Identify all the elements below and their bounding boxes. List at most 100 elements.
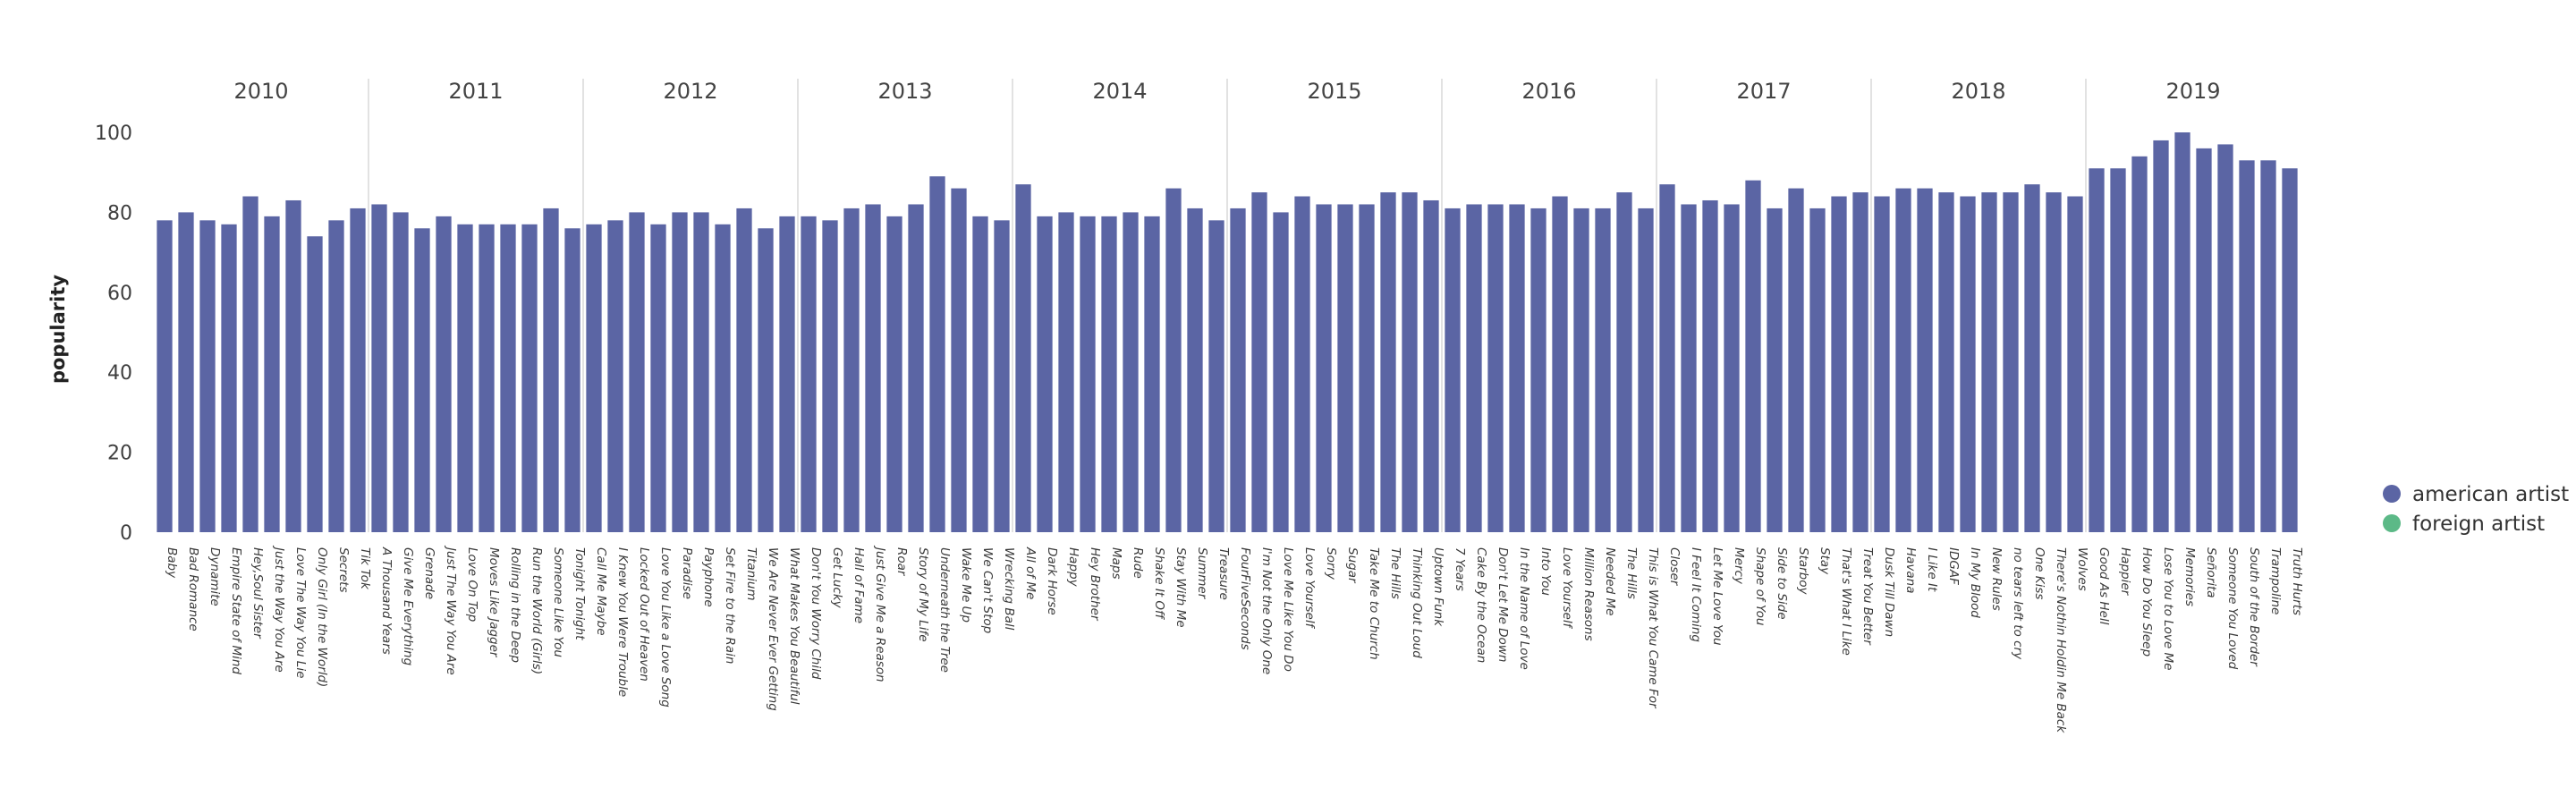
x-tick-label: Havana bbox=[1903, 547, 1918, 594]
bar bbox=[1745, 180, 1761, 532]
x-tick-label: Treasure bbox=[1216, 547, 1231, 600]
x-tick-label: We Are Never Ever Getting bbox=[766, 547, 780, 711]
bar bbox=[908, 204, 924, 532]
bar bbox=[221, 224, 237, 532]
year-label: 2011 bbox=[448, 79, 503, 104]
bar bbox=[672, 212, 688, 532]
bar bbox=[1487, 204, 1504, 532]
bar bbox=[1015, 184, 1031, 533]
x-tick-label: Trampoline bbox=[2268, 547, 2283, 614]
bar bbox=[1767, 208, 1783, 532]
bar bbox=[1144, 216, 1160, 532]
x-tick-label: Love Yourself bbox=[1302, 547, 1317, 630]
bar bbox=[393, 212, 409, 532]
x-tick-label: Stay bbox=[1818, 547, 1832, 575]
x-tick-label: Underneath the Tree bbox=[937, 547, 952, 673]
x-tick-label: In My Blood bbox=[1968, 547, 1982, 618]
bar bbox=[479, 224, 495, 532]
bar bbox=[1509, 204, 1525, 532]
bar bbox=[1895, 188, 1911, 532]
x-tick-label: Love The Way You Lie bbox=[293, 547, 308, 678]
bar bbox=[1552, 196, 1568, 532]
x-tick-label: Happier bbox=[2118, 547, 2132, 597]
x-tick-label: Secrets bbox=[336, 547, 351, 592]
x-tick-label: A Thousand Years bbox=[379, 547, 394, 655]
x-axis-labels: Baby Bad Romance Dynamite Empire State of M… bbox=[165, 545, 2304, 733]
bar bbox=[543, 208, 559, 532]
x-tick-label: Paradise bbox=[680, 547, 694, 599]
x-tick-label: Payphone bbox=[701, 547, 716, 607]
x-tick-label: Locked Out of Heaven bbox=[637, 547, 651, 682]
y-tick-label: 100 bbox=[95, 123, 132, 145]
x-tick-label: Only Girl (In the World) bbox=[315, 547, 329, 687]
bar bbox=[951, 188, 967, 532]
x-tick-label: Wake Me Up bbox=[959, 547, 973, 623]
bar bbox=[1316, 204, 1332, 532]
bar bbox=[779, 216, 795, 532]
x-tick-label: Maps bbox=[1109, 547, 1123, 580]
x-tick-label: Love You Like a Love Song bbox=[658, 547, 673, 708]
x-tick-label: Shape of You bbox=[1753, 547, 1767, 625]
year-label: 2015 bbox=[1307, 79, 1361, 104]
year-label: 2016 bbox=[1521, 79, 1576, 104]
bar bbox=[1402, 192, 1418, 533]
bar bbox=[1809, 208, 1826, 532]
bar bbox=[242, 196, 258, 532]
bar bbox=[736, 208, 752, 532]
bar bbox=[1616, 192, 1632, 533]
x-tick-label: Side to Side bbox=[1775, 547, 1789, 620]
x-tick-label: Run the World (Girls) bbox=[530, 547, 544, 674]
bar bbox=[1917, 188, 1933, 532]
x-tick-label: Señorita bbox=[2204, 547, 2218, 598]
bar bbox=[1681, 204, 1697, 532]
bar bbox=[1831, 196, 1847, 532]
bar bbox=[1659, 184, 1675, 533]
x-tick-label: This is What You Came For bbox=[1646, 547, 1660, 709]
bar bbox=[264, 216, 280, 532]
bar bbox=[2174, 132, 2190, 532]
y-axis-title: popularity bbox=[47, 275, 69, 384]
x-tick-label: Sorry bbox=[1324, 547, 1338, 580]
x-tick-label: Lose You to Love Me bbox=[2161, 547, 2175, 670]
bar bbox=[2003, 192, 2019, 533]
bar bbox=[1273, 212, 1289, 532]
x-tick-label: There's Nothin Holdin Me Back bbox=[2054, 547, 2068, 733]
x-tick-label: I'm Not the Only One bbox=[1259, 547, 1274, 674]
bar bbox=[414, 228, 430, 532]
x-tick-label: Tonight Tonight bbox=[572, 547, 587, 640]
bar bbox=[2217, 144, 2233, 532]
bar bbox=[2196, 148, 2212, 532]
bar bbox=[715, 224, 731, 532]
x-tick-label: Hall of Fame bbox=[852, 547, 866, 623]
bar bbox=[1294, 196, 1310, 532]
bar bbox=[693, 212, 709, 532]
bar bbox=[2153, 140, 2169, 532]
bar bbox=[1852, 192, 1868, 533]
bar bbox=[1938, 192, 1954, 533]
year-label: 2019 bbox=[2165, 79, 2220, 104]
x-tick-label: no tears left to cry bbox=[2011, 547, 2025, 660]
bar bbox=[629, 212, 645, 532]
x-tick-label: Dynamite bbox=[208, 547, 222, 606]
x-tick-label: Story of My Life bbox=[916, 547, 930, 642]
bar bbox=[2110, 168, 2126, 533]
x-tick-label: Someone You Loved bbox=[2225, 547, 2240, 670]
bar bbox=[457, 224, 473, 532]
bar bbox=[1702, 199, 1718, 533]
x-tick-label: Give Me Everything bbox=[401, 547, 415, 666]
bar bbox=[564, 228, 580, 532]
bar bbox=[886, 216, 902, 532]
x-tick-label: Closer bbox=[1667, 547, 1682, 587]
bar bbox=[1251, 192, 1267, 533]
bars bbox=[157, 132, 2298, 533]
bar bbox=[371, 204, 387, 532]
x-tick-label: One Kiss bbox=[2032, 547, 2046, 599]
x-tick-label: All of Me bbox=[1023, 547, 1038, 599]
bar bbox=[2024, 184, 2040, 533]
year-label: 2010 bbox=[233, 79, 288, 104]
x-tick-label: Starboy bbox=[1796, 547, 1810, 596]
bar bbox=[1337, 204, 1353, 532]
x-tick-label: 7 Years bbox=[1453, 547, 1467, 591]
x-tick-label: New Rules bbox=[1989, 547, 2004, 611]
